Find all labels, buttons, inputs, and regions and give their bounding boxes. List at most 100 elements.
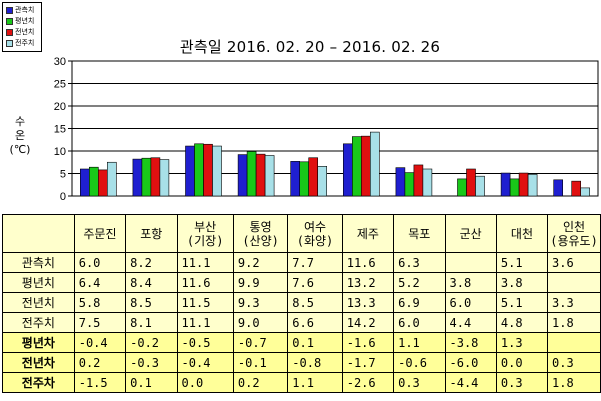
bar (255, 153, 266, 197)
bar (150, 157, 161, 197)
table-cell: 1.8 (547, 312, 601, 333)
column-header-line: 제주 (356, 226, 379, 241)
legend-label: 평년치 (15, 17, 35, 25)
column-header: 제주 (341, 214, 395, 253)
legend-item: 전주치 (6, 38, 41, 49)
table-cell: 0.1 (287, 332, 343, 353)
table-cell: 5.1 (495, 252, 549, 273)
y-axis-label-line: 온 (14, 129, 26, 142)
data-table: 주문진 포항 부산 (기장) 통영 (산양) 여수 (화양) 제주 목포 군산 대천 인천 (용유도) 관측… (2, 214, 601, 393)
bar (466, 168, 476, 197)
legend-swatch (6, 29, 13, 36)
table-cell: 6.9 (393, 292, 446, 313)
row-header: 전년차 (2, 352, 75, 373)
row-header: 전주치 (2, 312, 75, 333)
table-cell: -1.5 (73, 372, 127, 393)
table-cell: -0.4 (73, 332, 127, 353)
table-cell: 8.4 (125, 272, 178, 293)
bar (369, 131, 380, 197)
table-cell (547, 332, 601, 353)
column-header: 주문진 (73, 214, 127, 253)
table-cell: 7.6 (287, 272, 343, 293)
table-cell: 9.9 (232, 272, 289, 293)
y-axis-label-line: 수 (14, 115, 26, 128)
table-cell (444, 252, 497, 273)
table-header-row: 주문진 포항 부산 (기장) 통영 (산양) 여수 (화양) 제주 목포 군산 대천 인천 (용유도) (2, 214, 601, 253)
table-row: 전주차 -1.5 0.1 0.0 0.2 1.1 -2.6 0.3 -4.4 0.3 1.8 (2, 372, 601, 393)
bar (457, 178, 467, 197)
table-cell: 0.2 (232, 372, 289, 393)
y-axis-label: 수 온 (℃) (5, 115, 35, 157)
bar (413, 164, 424, 197)
bar-chart: 0 5 10 15 20 25 30 (54, 56, 599, 203)
row-header: 평년치 (2, 272, 75, 293)
column-header-line: 목포 (408, 226, 431, 241)
legend-label: 관측치 (15, 6, 35, 14)
y-tick-label: 0 (60, 191, 66, 203)
column-header: 대천 (495, 214, 549, 253)
table-cell: 6.0 (444, 292, 497, 313)
legend-item: 평년치 (6, 16, 41, 27)
legend-swatch (6, 18, 13, 25)
table-cell: 0.3 (495, 372, 549, 393)
column-header: 부산 (기장) (176, 214, 234, 253)
bar (89, 166, 99, 197)
table-cell: 5.8 (73, 292, 127, 313)
table-cell: 0.0 (495, 352, 549, 373)
chart-title: 관측일 2016. 02. 20 – 2016. 02. 26 (179, 38, 441, 56)
y-tick-label: 10 (54, 146, 66, 158)
bar (299, 161, 310, 197)
row-header: 전년치 (2, 292, 75, 313)
table-cell: 8.2 (125, 252, 178, 273)
bar (422, 168, 433, 197)
bar (553, 179, 564, 197)
bar (212, 145, 222, 197)
table-cell: -1.6 (341, 332, 395, 353)
legend-label: 전주치 (15, 39, 35, 47)
table-cell: 11.1 (176, 312, 234, 333)
table-cell: -3.8 (444, 332, 497, 353)
column-header-line: 포항 (140, 226, 163, 241)
y-tick-label: 5 (60, 169, 66, 181)
bar (107, 161, 117, 197)
bar (395, 167, 406, 197)
table-cell: 8.5 (125, 292, 178, 313)
table-cell: 4.8 (495, 312, 549, 333)
bar (194, 143, 204, 197)
table-cell (547, 272, 601, 293)
bar (500, 172, 511, 197)
table-cell: 7.5 (73, 312, 127, 333)
y-tick-label: 20 (54, 101, 66, 113)
table-cell: 1.3 (495, 332, 549, 353)
table-cell: 3.3 (547, 292, 601, 313)
table-row: 전년치 5.8 8.5 11.5 9.3 8.5 13.3 6.9 6.0 5.1 3.3 (2, 292, 601, 313)
bar (132, 158, 143, 197)
table-cell: 6.6 (287, 312, 343, 333)
table-cell: -6.0 (444, 352, 497, 373)
plot-frame (71, 60, 599, 197)
bar (141, 157, 152, 197)
table-cell: -0.1 (232, 352, 289, 373)
bar (342, 143, 353, 197)
table-cell: -0.8 (287, 352, 343, 373)
table-cell: 13.3 (341, 292, 395, 313)
legend-label: 전년치 (15, 28, 35, 36)
table-row: 전년차 0.2 -0.3 -0.4 -0.1 -0.8 -1.7 -0.6 -6.0 0.0 0.3 (2, 352, 601, 373)
table-cell: 7.7 (287, 252, 343, 273)
column-header-line: 여수 (303, 219, 327, 234)
table-cell: 9.0 (232, 312, 289, 333)
bar (360, 135, 371, 197)
column-header-line: 통영 (249, 219, 272, 234)
table-cell: 0.2 (73, 352, 127, 373)
bar (571, 180, 582, 197)
table-cell: 14.2 (341, 312, 395, 333)
table-cell: 11.1 (176, 252, 234, 273)
table-cell: 0.0 (176, 372, 234, 393)
table-cell: -0.2 (125, 332, 178, 353)
table-cell: -2.6 (341, 372, 395, 393)
column-header: 군산 (444, 214, 497, 253)
table-cell: 13.2 (341, 272, 395, 293)
table-cell: -0.4 (176, 352, 234, 373)
column-header-line: 대천 (510, 226, 534, 241)
